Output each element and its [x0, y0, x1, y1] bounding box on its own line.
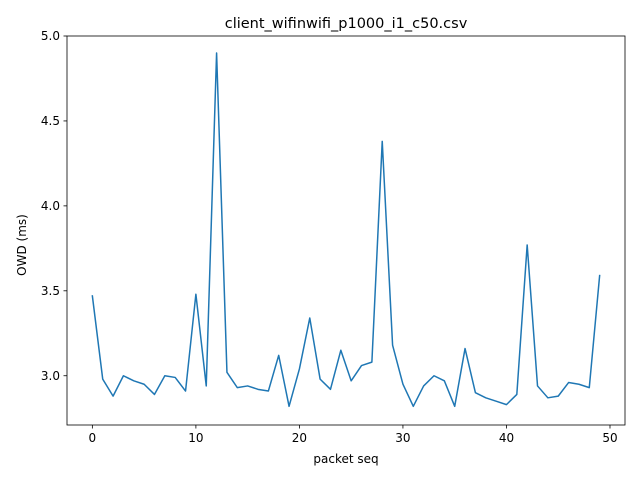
- x-tick-label: 0: [89, 431, 97, 445]
- y-tick-label: 5.0: [41, 29, 60, 43]
- y-axis-label: OWD (ms): [15, 214, 29, 276]
- y-tick-label: 3.5: [41, 284, 60, 298]
- y-tick-label: 3.0: [41, 369, 60, 383]
- y-tick-label: 4.5: [41, 114, 60, 128]
- series-line-0: [91, 52, 601, 408]
- x-tick-label: 10: [188, 431, 203, 445]
- chart-title: client_wifinwifi_p1000_i1_c50.csv: [225, 16, 468, 32]
- x-tick-label: 50: [602, 431, 617, 445]
- plot-frame: [66, 35, 626, 426]
- x-tick-label: 40: [499, 431, 514, 445]
- x-tick-label: 20: [292, 431, 307, 445]
- y-tick-label: 4.0: [41, 199, 60, 213]
- x-axis-label: packet seq: [313, 452, 378, 466]
- x-tick-label: 30: [395, 431, 410, 445]
